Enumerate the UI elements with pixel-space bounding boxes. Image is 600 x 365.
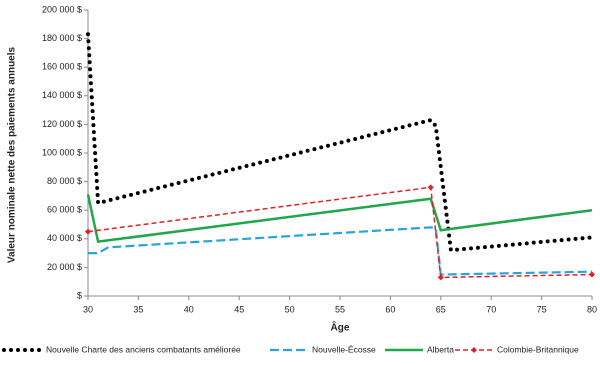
x-tick-label: 55 — [335, 304, 345, 314]
y-tick-label: 160 000 $ — [42, 62, 82, 72]
x-tick-label: 80 — [587, 304, 597, 314]
x-tick-label: 60 — [385, 304, 395, 314]
x-tick-label: 70 — [486, 304, 496, 314]
y-tick-label: 180 000 $ — [42, 33, 82, 43]
legend-diamond — [471, 347, 477, 353]
legend-label: Colombie-Britannique — [497, 344, 579, 354]
x-tick-label: 75 — [537, 304, 547, 314]
x-axis-title: Âge — [331, 321, 350, 334]
y-axis-title: Valeur nominale nette des paiements annu… — [7, 46, 18, 263]
x-tick-label: 50 — [285, 304, 295, 314]
diamond-marker — [427, 184, 434, 191]
diamond-marker — [85, 228, 91, 235]
y-tick-label: 20 000 $ — [47, 262, 82, 272]
series-line — [86, 32, 594, 253]
legend-label: Nouvelle-Écosse — [312, 344, 376, 354]
y-tick-label: 80 000 $ — [47, 176, 82, 186]
series-line — [87, 186, 593, 279]
x-tick-label: 30 — [83, 304, 93, 314]
x-tick-label: 45 — [234, 304, 244, 314]
y-tick-label: 100 000 $ — [42, 147, 82, 157]
y-tick-label: 140 000 $ — [42, 90, 82, 100]
y-tick-label: 60 000 $ — [47, 205, 82, 215]
y-tick-label: 120 000 $ — [42, 119, 82, 129]
series-line — [86, 194, 593, 244]
y-tick-label: $ — [77, 290, 82, 300]
diamond-marker — [437, 274, 444, 281]
legend-label: Nouvelle Charte des anciens combatants a… — [46, 344, 241, 354]
x-tick-label: 65 — [436, 304, 446, 314]
y-tick-label: 200 000 $ — [42, 4, 82, 14]
diamond-marker — [589, 271, 595, 278]
legend-label: Alberta — [427, 344, 454, 354]
y-tick-label: 40 000 $ — [47, 233, 82, 243]
x-tick-label: 35 — [133, 304, 143, 314]
x-tick-label: 40 — [184, 304, 194, 314]
